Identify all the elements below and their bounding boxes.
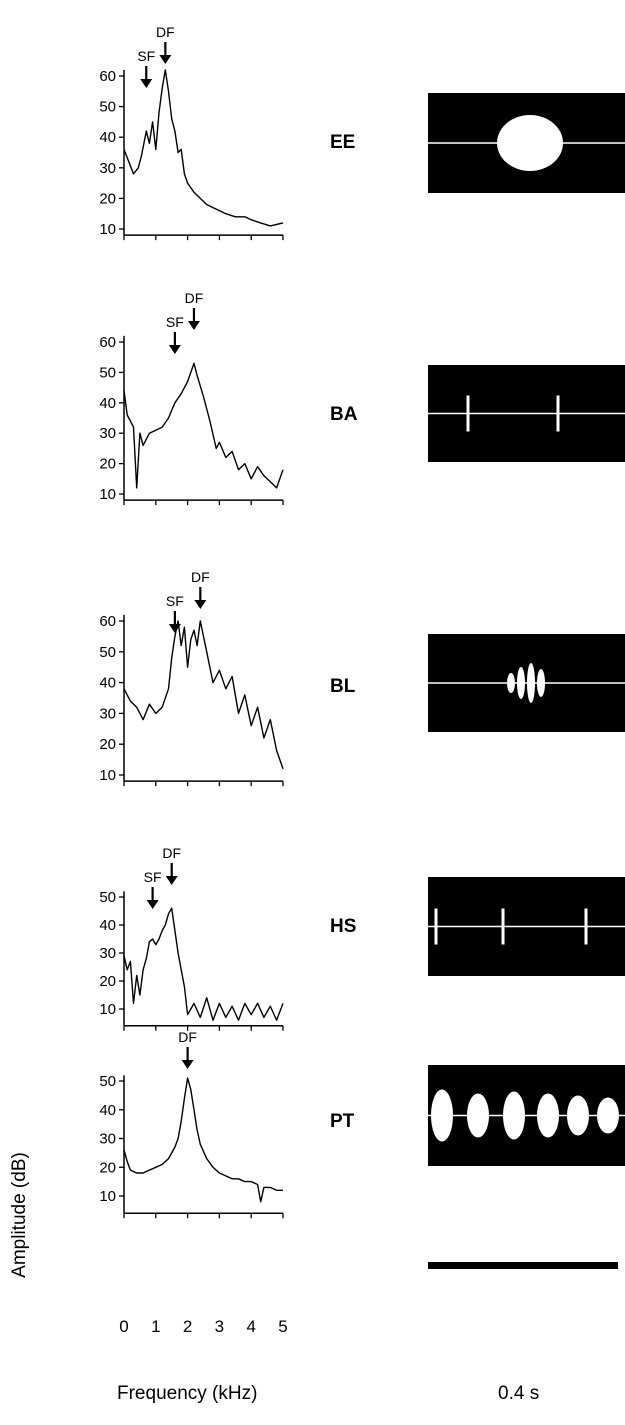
x-tick-label: 2 — [183, 1317, 192, 1336]
click-hs — [584, 908, 588, 945]
y-tick-label-ba: 50 — [99, 364, 116, 381]
df-ba-label: DF — [185, 290, 204, 306]
sf-ee-label: SF — [137, 48, 155, 64]
pulse-pt — [537, 1093, 559, 1138]
y-tick-label-ee: 60 — [99, 68, 116, 85]
species-label-bl: BL — [330, 676, 356, 697]
y-tick-label-ee: 10 — [99, 221, 116, 238]
sf-bl-label: SF — [166, 593, 184, 609]
x-tick-label: 0 — [119, 1317, 128, 1336]
species-label-hs: HS — [330, 916, 357, 937]
x-axis-label: Frequency (kHz) — [117, 1383, 258, 1404]
y-tick-label-ba: 10 — [99, 486, 116, 503]
pulse-bl — [537, 669, 545, 697]
y-tick-label-hs: 20 — [99, 973, 116, 990]
pulse-bl — [527, 663, 535, 703]
y-tick-label-hs: 30 — [99, 945, 116, 962]
y-tick-label-ba: 40 — [99, 395, 116, 412]
y-tick-label-ba: 20 — [99, 456, 116, 473]
x-tick-label: 4 — [246, 1317, 255, 1336]
y-tick-label-ba: 30 — [99, 425, 116, 442]
y-tick-label-bl: 20 — [99, 736, 116, 753]
click-ba — [556, 395, 560, 432]
y-tick-label-ee: 40 — [99, 129, 116, 146]
x-tick-label: 5 — [278, 1317, 287, 1336]
note-ee — [497, 115, 563, 171]
click-hs — [501, 908, 505, 945]
y-tick-label-ba: 60 — [99, 334, 116, 351]
time-scale-bar — [428, 1262, 618, 1269]
y-tick-label-bl: 40 — [99, 675, 116, 692]
df-hs-label: DF — [162, 845, 181, 861]
species-label-ba: BA — [330, 404, 358, 425]
y-tick-label-hs: 10 — [99, 1001, 116, 1018]
oscillogram-hs — [428, 877, 625, 976]
y-tick-label-bl: 10 — [99, 767, 116, 784]
sf-ba-label: SF — [166, 314, 184, 330]
y-tick-label-ee: 20 — [99, 190, 116, 207]
oscillogram-ee — [428, 93, 625, 193]
pulse-pt — [503, 1091, 525, 1140]
y-tick-label-bl: 50 — [99, 644, 116, 661]
y-tick-label-pt: 50 — [99, 1073, 116, 1090]
time-scale-label: 0.4 s — [498, 1383, 540, 1404]
y-tick-label-pt: 40 — [99, 1102, 116, 1119]
y-tick-label-ee: 50 — [99, 99, 116, 116]
y-tick-label-ee: 30 — [99, 160, 116, 177]
oscillogram-bl — [428, 634, 625, 732]
df-pt-label: DF — [178, 1029, 197, 1045]
df-hs-arrow-head — [165, 876, 178, 885]
df-ee-label: DF — [156, 24, 175, 40]
pulse-bl — [507, 673, 515, 693]
species-label-ee: EE — [330, 132, 356, 153]
spectrum-line-pt — [123, 1077, 283, 1203]
sf-ba-arrow-head — [168, 345, 181, 354]
spectrum-line-ba — [123, 362, 284, 489]
x-tick-label: 3 — [215, 1317, 224, 1336]
x-tick-label: 1 — [151, 1317, 160, 1336]
sf-hs-label: SF — [144, 869, 162, 885]
y-tick-label-pt: 30 — [99, 1131, 116, 1148]
y-tick-label-pt: 20 — [99, 1159, 116, 1176]
y-tick-label-hs: 40 — [99, 917, 116, 934]
df-ba-arrow-head — [187, 321, 200, 330]
pulse-pt — [467, 1093, 489, 1138]
y-axis-label: Amplitude (dB) — [9, 1152, 30, 1278]
pulse-pt — [431, 1089, 453, 1142]
y-tick-label-hs: 50 — [99, 889, 116, 906]
pulse-bl — [517, 667, 525, 699]
y-tick-label-bl: 30 — [99, 705, 116, 722]
df-ee-arrow-head — [159, 55, 172, 64]
y-tick-label-bl: 60 — [99, 613, 116, 630]
oscillogram-pt — [428, 1065, 625, 1166]
species-label-pt: PT — [330, 1111, 355, 1132]
click-ba — [466, 395, 470, 432]
df-pt-arrow-head — [181, 1060, 194, 1069]
df-bl-arrow-head — [194, 600, 207, 609]
sf-bl-arrow-head — [168, 624, 181, 633]
pulse-pt — [567, 1095, 589, 1136]
click-hs — [434, 908, 438, 945]
y-tick-label-pt: 10 — [99, 1188, 116, 1205]
spectrum-line-hs — [123, 907, 284, 1021]
spectrum-line-ee — [123, 69, 284, 227]
sf-ee-arrow-head — [140, 79, 153, 88]
df-bl-label: DF — [191, 569, 210, 585]
oscillogram-ba — [428, 365, 625, 462]
spectrum-line-bl — [123, 620, 284, 770]
pulse-pt — [597, 1097, 619, 1134]
sf-hs-arrow-head — [146, 900, 159, 909]
